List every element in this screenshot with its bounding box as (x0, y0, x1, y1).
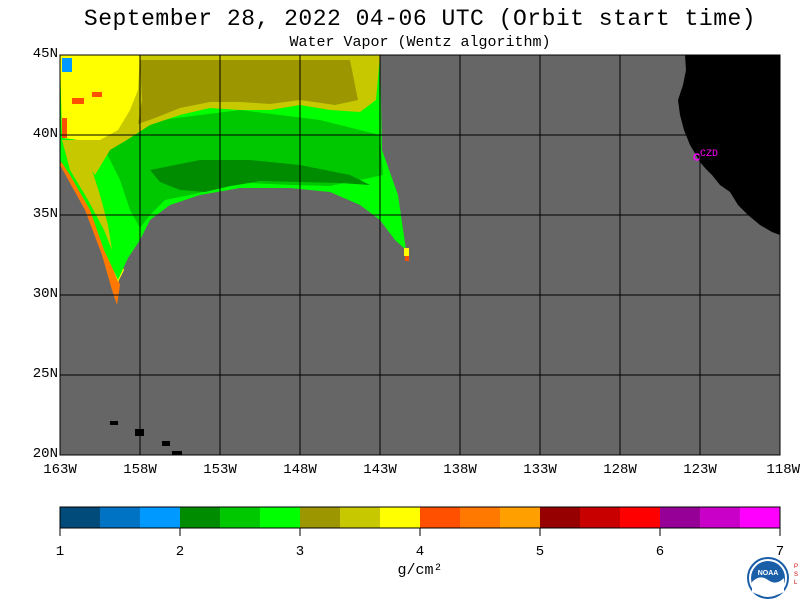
longitude-label: 128W (603, 462, 637, 478)
longitude-label: 163W (43, 462, 77, 478)
land-island (162, 441, 170, 446)
latitude-label: 35N (32, 206, 58, 222)
colorbar-swatch (740, 507, 781, 528)
swath-hot-spot (72, 98, 84, 104)
longitude-label: 153W (203, 462, 237, 478)
colorbar-swatch (140, 507, 181, 528)
latitude-label: 45N (32, 46, 58, 62)
colorbar-swatch (460, 507, 501, 528)
swath-yellow-nw (60, 55, 140, 140)
longitude-label: 133W (523, 462, 557, 478)
swath-green-dark (150, 160, 370, 192)
colorbar-swatch (340, 507, 381, 528)
swath-hot-spot (92, 92, 102, 97)
colorbar-swatch (220, 507, 261, 528)
latitude-label: 25N (32, 366, 58, 382)
colorbar-tick-label: 6 (655, 544, 665, 560)
logo-text: NOAA (758, 570, 779, 577)
latitude-label: 30N (32, 286, 58, 302)
colorbar-tick-label: 7 (775, 544, 785, 560)
svg-text:L: L (794, 580, 798, 586)
svg-text:S: S (794, 572, 798, 578)
swath-olive-dark (138, 60, 358, 124)
latitude-label: 40N (32, 126, 58, 142)
colorbar-swatch (420, 507, 461, 528)
swath-cold-spot (62, 58, 72, 72)
colorbar-swatch (580, 507, 621, 528)
colorbar-swatch (100, 507, 141, 528)
colorbar-swatch (300, 507, 341, 528)
colorbar-tick-label: 1 (55, 544, 65, 560)
colorbar-swatch (500, 507, 541, 528)
swath-hot-spot (62, 118, 67, 138)
land-island (110, 421, 118, 425)
colorbar (59, 506, 781, 536)
colorbar-swatch (260, 507, 301, 528)
colorbar-swatch (700, 507, 741, 528)
noaa-logo: NOAA P S L (746, 556, 800, 600)
swath-yellow-west (62, 140, 112, 250)
colorbar-tick-label: 3 (295, 544, 305, 560)
map-frame (59, 54, 781, 456)
colorbar-swatch (180, 507, 221, 528)
longitude-label: 148W (283, 462, 317, 478)
colorbar-swatch (540, 507, 581, 528)
colorbar-swatch (660, 507, 701, 528)
colorbar-swatch (60, 507, 101, 528)
colorbar-tick-label: 4 (415, 544, 425, 560)
colorbar-tick-label: 5 (535, 544, 545, 560)
page-subtitle: Water Vapor (Wentz algorithm) (289, 34, 551, 51)
station-label: CZD (700, 149, 718, 160)
land-north-america (678, 55, 780, 235)
longitude-label: 158W (123, 462, 157, 478)
swath-tip (404, 248, 409, 256)
colorbar-swatch (620, 507, 661, 528)
colorbar-unit-label: g/cm² (397, 562, 443, 579)
longitude-label: 143W (363, 462, 397, 478)
map-gridlines (60, 55, 780, 455)
colorbar-tick-label: 2 (175, 544, 185, 560)
svg-text:P: P (794, 564, 798, 570)
swath-edge-orange (60, 160, 120, 305)
longitude-label: 138W (443, 462, 477, 478)
swath-tip (405, 256, 409, 261)
longitude-label: 123W (683, 462, 717, 478)
page-title: September 28, 2022 04-06 UTC (Orbit star… (83, 6, 757, 32)
longitude-label: 118W (766, 462, 800, 478)
land-island (172, 451, 182, 455)
latitude-label: 20N (32, 446, 58, 462)
colorbar-swatch (380, 507, 421, 528)
